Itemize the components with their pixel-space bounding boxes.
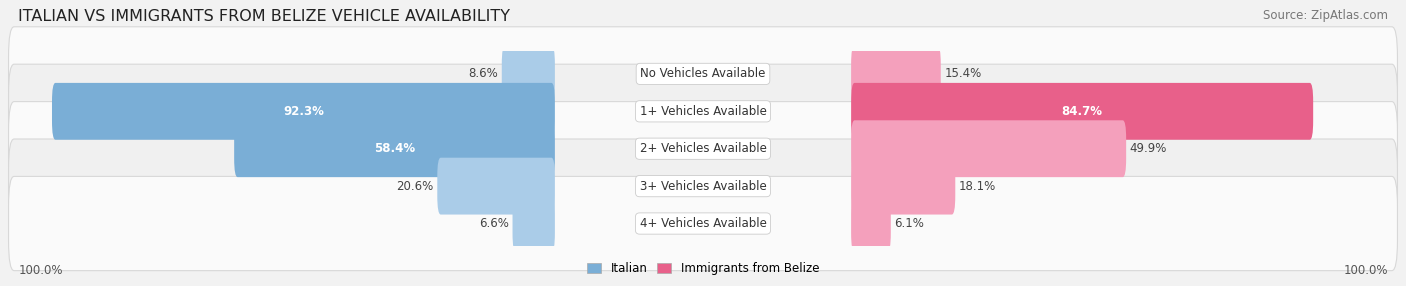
Text: Source: ZipAtlas.com: Source: ZipAtlas.com [1263,9,1388,21]
FancyBboxPatch shape [8,64,1398,158]
FancyBboxPatch shape [851,120,1126,177]
Text: 2+ Vehicles Available: 2+ Vehicles Available [640,142,766,155]
Text: 15.4%: 15.4% [945,67,981,80]
Text: 8.6%: 8.6% [468,67,498,80]
Text: 1+ Vehicles Available: 1+ Vehicles Available [640,105,766,118]
Text: 49.9%: 49.9% [1129,142,1167,155]
Text: 6.1%: 6.1% [894,217,924,230]
FancyBboxPatch shape [851,45,941,102]
FancyBboxPatch shape [8,27,1398,121]
FancyBboxPatch shape [502,45,555,102]
Text: 84.7%: 84.7% [1062,105,1102,118]
FancyBboxPatch shape [235,120,555,177]
FancyBboxPatch shape [52,83,555,140]
FancyBboxPatch shape [851,158,955,214]
Text: 6.6%: 6.6% [479,217,509,230]
Text: 3+ Vehicles Available: 3+ Vehicles Available [640,180,766,192]
FancyBboxPatch shape [437,158,555,214]
FancyBboxPatch shape [8,176,1398,271]
Legend: Italian, Immigrants from Belize: Italian, Immigrants from Belize [582,258,824,280]
Text: 18.1%: 18.1% [959,180,995,192]
Text: 100.0%: 100.0% [1343,265,1388,277]
FancyBboxPatch shape [8,102,1398,196]
Text: 92.3%: 92.3% [283,105,323,118]
Text: 20.6%: 20.6% [396,180,434,192]
Text: 100.0%: 100.0% [18,265,63,277]
FancyBboxPatch shape [851,195,891,252]
Text: ITALIAN VS IMMIGRANTS FROM BELIZE VEHICLE AVAILABILITY: ITALIAN VS IMMIGRANTS FROM BELIZE VEHICL… [18,9,510,23]
Text: 4+ Vehicles Available: 4+ Vehicles Available [640,217,766,230]
Text: 58.4%: 58.4% [374,142,415,155]
Text: No Vehicles Available: No Vehicles Available [640,67,766,80]
FancyBboxPatch shape [513,195,555,252]
FancyBboxPatch shape [851,83,1313,140]
FancyBboxPatch shape [8,139,1398,233]
